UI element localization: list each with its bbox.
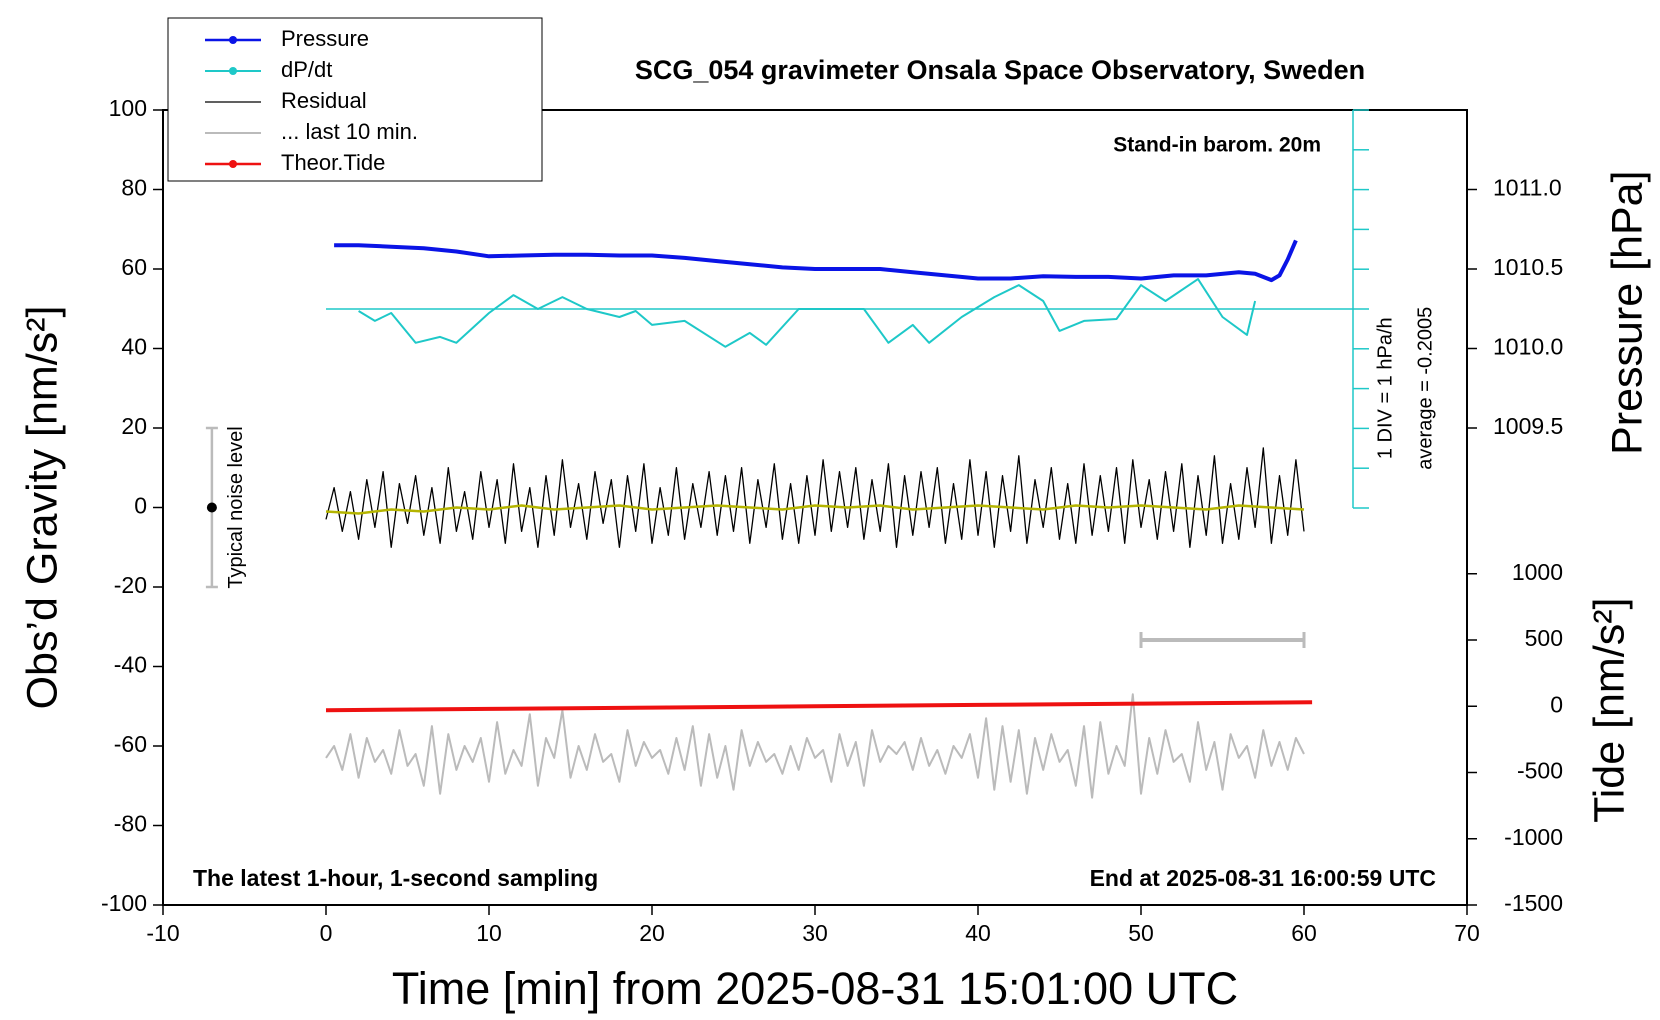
annotation: 1 DIV = 1 hPa/h [1374, 317, 1396, 459]
y3-tick-label: 1000 [1512, 559, 1563, 585]
legend-label: Theor.Tide [281, 150, 385, 175]
x-tick-label: 30 [802, 920, 828, 946]
x-tick-label: 40 [965, 920, 991, 946]
legend-marker [229, 67, 237, 75]
x-axis-label: Time [min] from 2025-08-31 15:01:00 UTC [392, 963, 1238, 1014]
chart-title: SCG_054 gravimeter Onsala Space Observat… [635, 55, 1365, 85]
y-tick-label: -80 [114, 811, 147, 837]
legend-box [167, 17, 543, 182]
y3-tick-label: -1000 [1504, 824, 1563, 850]
series-line [358, 278, 1257, 348]
y2-tick-label: 1009.5 [1493, 413, 1563, 439]
legend-marker [229, 160, 237, 168]
y-tick-label: -60 [114, 731, 147, 757]
y-tick-label: -100 [101, 890, 147, 916]
x-tick-label: 0 [320, 920, 333, 946]
y-tick-label: 0 [134, 493, 147, 519]
y3-tick-label: 500 [1525, 625, 1563, 651]
y3-tick-label: -1500 [1504, 890, 1563, 916]
y-tick-label: -20 [114, 572, 147, 598]
annotation: The latest 1-hour, 1-second sampling [193, 865, 598, 891]
x-tick-label: 60 [1291, 920, 1317, 946]
y2-tick-label: 1010.0 [1493, 334, 1563, 360]
y-tick-label: -40 [114, 652, 147, 678]
y3-axis-label: Tide [nm/s²] [1585, 598, 1633, 823]
series-line [325, 700, 1313, 713]
noise-point [206, 502, 217, 513]
series-line [325, 447, 1305, 548]
noise-label: Typical noise level [225, 426, 247, 588]
y2-axis-label: Pressure [hPa] [1603, 171, 1651, 455]
annotation: Stand-in barom. 20m [1113, 134, 1321, 157]
y2-tick-label: 1010.5 [1493, 254, 1563, 280]
legend-label: Residual [281, 88, 367, 113]
x-tick-label: -10 [146, 920, 179, 946]
legend-label: ... last 10 min. [281, 119, 418, 144]
legend-label: Pressure [281, 26, 369, 51]
y3-tick-label: -500 [1517, 758, 1563, 784]
y-tick-label: 100 [109, 95, 147, 121]
x-tick-label: 50 [1128, 920, 1154, 946]
y-axis-label: Obs’d Gravity [nm/s²] [18, 306, 66, 710]
y-tick-label: 20 [121, 413, 147, 439]
y-tick-label: 40 [121, 334, 147, 360]
x-tick-label: 10 [476, 920, 502, 946]
y-tick-label: 80 [121, 175, 147, 201]
annotation: average = -0.2005 [1414, 307, 1436, 470]
series-line [334, 239, 1298, 283]
series-line [325, 504, 1305, 515]
y-tick-label: 60 [121, 254, 147, 280]
annotation: End at 2025-08-31 16:00:59 UTC [1090, 865, 1436, 891]
x-tick-label: 20 [639, 920, 665, 946]
series-line [325, 693, 1305, 799]
y2-tick-label: 1011.0 [1493, 175, 1562, 201]
legend-label: dP/dt [281, 57, 332, 82]
x-tick-label: 70 [1454, 920, 1480, 946]
legend-marker [229, 36, 237, 44]
y3-tick-label: 0 [1550, 691, 1563, 717]
